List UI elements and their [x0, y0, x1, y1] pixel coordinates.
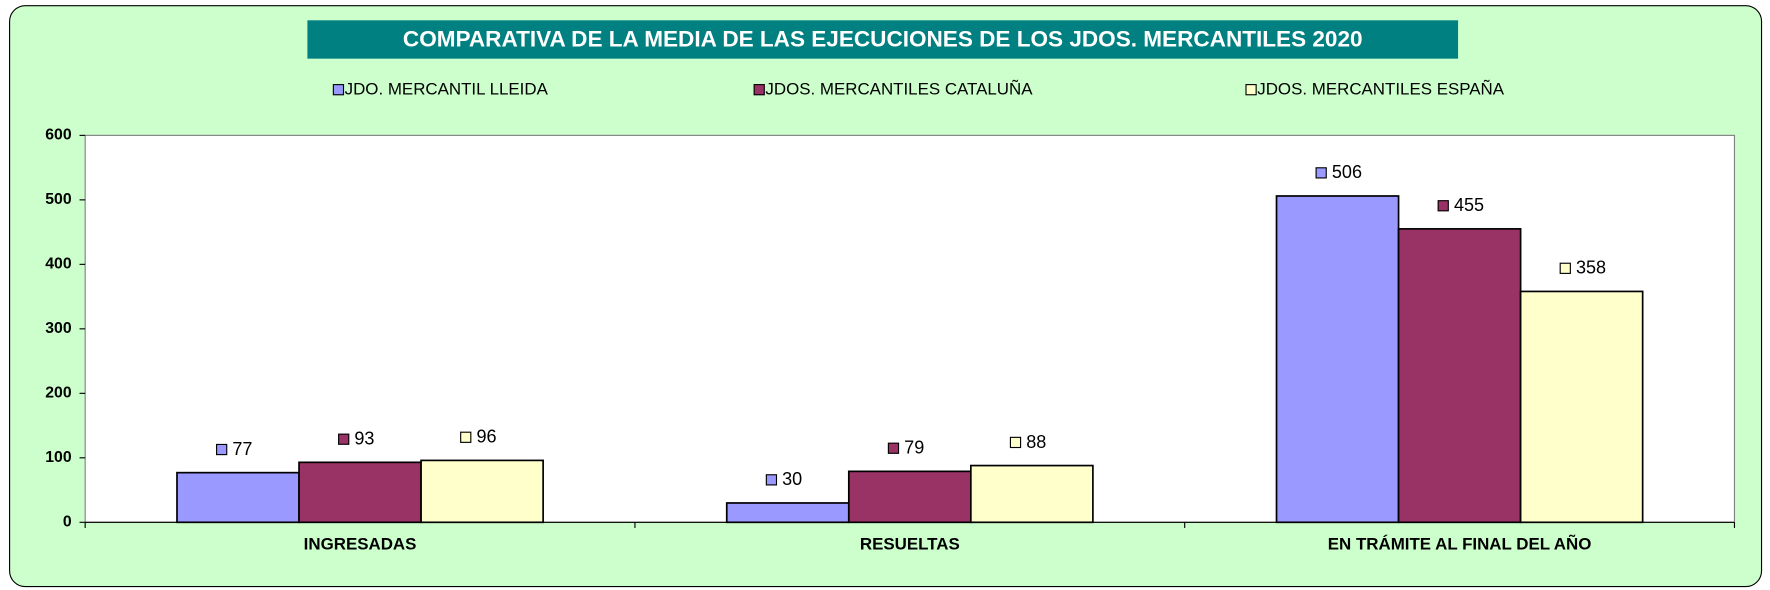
bar [176, 471, 300, 524]
data-label-marker [1009, 436, 1022, 449]
data-label-marker [765, 474, 778, 486]
data-label-marker [460, 431, 472, 443]
legend-label: JDO. MERCANTIL LLEIDA [345, 80, 549, 99]
y-tick-label: 600 [45, 127, 72, 144]
legend-swatch [753, 84, 765, 96]
bar [969, 464, 1094, 524]
data-label: 455 [1454, 195, 1484, 215]
data-label: 79 [904, 438, 924, 458]
legend-swatch [1245, 84, 1257, 96]
bar [1519, 290, 1644, 524]
data-label-marker [1437, 200, 1449, 212]
data-label: 88 [1026, 432, 1046, 452]
x-tick-label: EN TRÁMITE AL FINAL DEL AÑO [1328, 533, 1592, 553]
y-tick-label: 500 [45, 191, 72, 208]
bar [1397, 228, 1522, 524]
bar [725, 502, 850, 524]
data-label: 96 [476, 427, 496, 447]
data-label-marker [1559, 262, 1571, 274]
y-tick-label: 300 [45, 320, 72, 337]
data-label-marker [1315, 167, 1327, 179]
legend-label: JDOS. MERCANTILES CATALUÑA [765, 79, 1033, 99]
y-tick-label: 100 [45, 449, 72, 466]
chart-title: COMPARATIVA DE LA MEDIA DE LAS EJECUCION… [403, 27, 1363, 52]
data-label-marker [887, 442, 900, 454]
x-tick-label: RESUELTAS [860, 534, 960, 553]
bar [298, 461, 422, 524]
title-box [307, 20, 1459, 59]
data-label: 77 [232, 439, 252, 459]
legend-label: JDOS. MERCANTILES ESPAÑA [1257, 79, 1504, 99]
data-label-marker [216, 443, 228, 456]
y-tick-label: 0 [63, 513, 72, 530]
legend-swatch [332, 84, 345, 96]
data-label: 30 [782, 469, 802, 489]
data-label: 358 [1576, 258, 1606, 278]
data-label-marker [338, 433, 350, 445]
data-label: 506 [1332, 162, 1362, 182]
x-tick-label: INGRESADAS [304, 534, 417, 553]
y-tick-label: 200 [45, 385, 72, 402]
bar [1275, 195, 1400, 524]
bar [420, 459, 544, 524]
data-label: 93 [354, 429, 374, 449]
bar [847, 470, 972, 524]
y-tick-label: 400 [45, 256, 72, 273]
